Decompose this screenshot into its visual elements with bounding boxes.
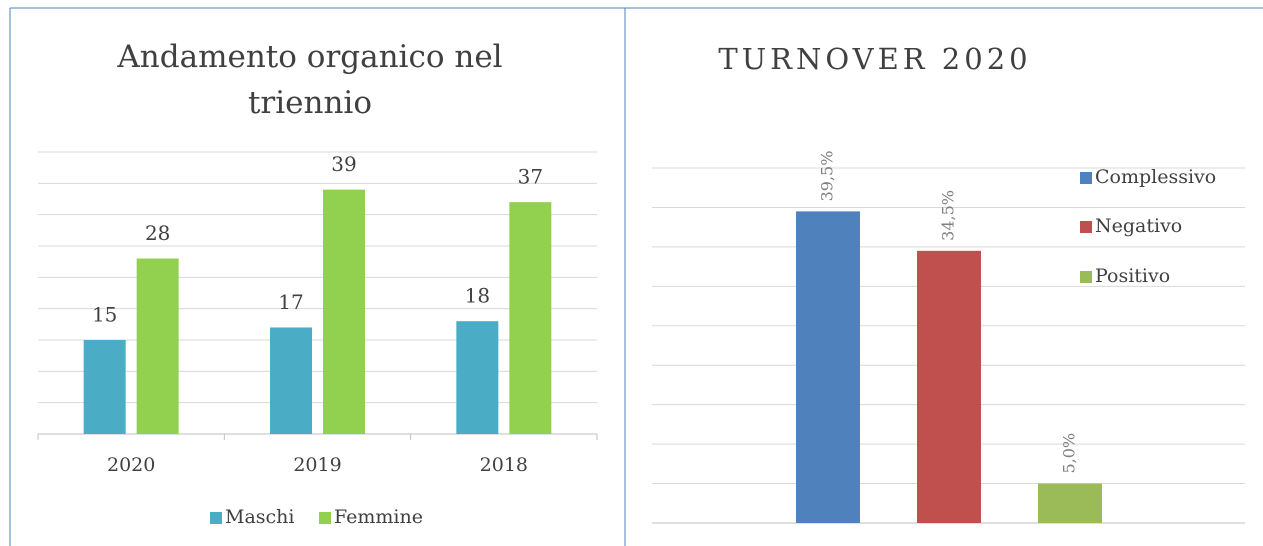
bar [136, 258, 179, 434]
data-label: 15 [92, 303, 117, 327]
legend-swatch [1080, 271, 1092, 283]
legend-swatch [1080, 172, 1092, 184]
x-tick-label: 2019 [293, 454, 341, 476]
data-label: 28 [145, 221, 170, 245]
bar [323, 189, 365, 434]
data-label: 34,5% [939, 190, 958, 241]
chart-title: TURNOVER 2020 [718, 42, 1032, 76]
legend-label: Femmine [334, 506, 423, 528]
legend-swatch [1080, 221, 1092, 233]
bar [456, 321, 499, 434]
bar [917, 250, 981, 524]
data-label: 39 [331, 152, 356, 176]
legend-label: Positivo [1095, 265, 1170, 287]
legend-swatch [210, 512, 222, 524]
data-label: 37 [518, 165, 543, 189]
bar [270, 327, 312, 434]
chart-title: Andamento organico nel triennio [117, 39, 503, 121]
bar [509, 202, 552, 434]
data-label: 17 [278, 290, 303, 314]
x-tick-label: 2018 [480, 454, 528, 476]
legend-swatch [319, 512, 331, 524]
bar [83, 340, 126, 434]
data-label: 5,0% [1060, 433, 1079, 474]
bar [1038, 483, 1102, 523]
legend-label: Complessivo [1095, 166, 1216, 188]
data-label: 18 [465, 284, 490, 308]
legend-label: Maschi [225, 506, 295, 528]
bar [796, 211, 860, 523]
x-tick-label: 2020 [107, 454, 155, 476]
legend-label: Negativo [1095, 215, 1182, 237]
data-label: 39,5% [818, 151, 837, 202]
